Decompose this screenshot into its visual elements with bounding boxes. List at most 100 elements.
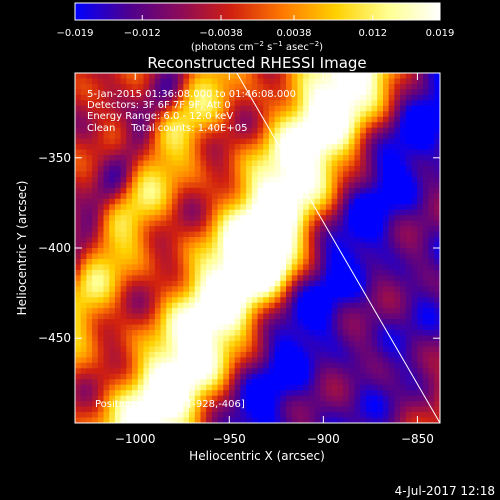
heat-cell xyxy=(246,297,253,304)
heat-cell xyxy=(308,138,315,145)
heat-cell xyxy=(291,138,298,145)
heat-cell xyxy=(434,242,440,249)
heat-cell xyxy=(291,335,298,342)
heat-cell xyxy=(382,280,390,287)
heat-cell xyxy=(422,198,429,205)
heat-cell xyxy=(354,401,361,407)
heat-cell xyxy=(314,280,321,287)
heat-cell xyxy=(211,330,218,336)
heat-cell xyxy=(360,226,367,232)
heat-cell xyxy=(86,100,93,107)
heat-cell xyxy=(286,171,293,178)
heat-cell xyxy=(194,78,201,85)
heat-cell xyxy=(308,269,315,276)
heat-cell xyxy=(343,302,350,309)
heat-cell xyxy=(348,116,355,123)
heat-cell xyxy=(211,297,218,304)
heat-cell xyxy=(297,176,304,183)
heat-cell xyxy=(103,100,110,107)
heat-cell xyxy=(411,324,418,331)
heat-cell xyxy=(325,362,333,369)
heat-cell xyxy=(303,335,310,342)
heat-cell xyxy=(303,133,310,140)
heat-cell xyxy=(80,248,87,254)
heat-cell xyxy=(217,220,224,227)
heat-cell xyxy=(314,220,321,227)
heat-cell xyxy=(86,302,93,309)
heat-cell xyxy=(325,395,333,402)
heat-cell xyxy=(291,209,298,216)
heat-cell xyxy=(189,160,196,167)
heat-cell xyxy=(206,220,213,227)
heat-cell xyxy=(291,395,298,402)
heat-cell xyxy=(268,100,276,107)
heat-cell xyxy=(325,204,333,211)
heat-cell xyxy=(166,373,173,380)
heat-cell xyxy=(126,302,133,309)
heat-cell xyxy=(234,127,241,134)
heat-cell xyxy=(80,237,87,243)
heat-cell xyxy=(314,122,321,129)
heat-cell xyxy=(92,89,99,96)
heat-cell xyxy=(274,138,281,145)
heat-cell xyxy=(251,122,258,129)
heat-cell xyxy=(120,83,127,90)
heat-cell xyxy=(354,395,361,402)
heat-cell xyxy=(320,220,327,227)
heat-cell xyxy=(348,209,355,216)
heat-cell xyxy=(126,89,133,96)
heat-cell xyxy=(166,237,173,243)
heat-cell xyxy=(166,319,173,325)
heat-cell xyxy=(303,253,310,260)
heat-cell xyxy=(405,78,412,85)
heat-cell xyxy=(183,401,190,407)
heat-cell xyxy=(137,362,144,369)
heat-cell xyxy=(365,390,372,397)
heat-cell xyxy=(377,346,384,353)
heat-cell xyxy=(274,313,281,320)
heat-cell xyxy=(149,165,156,172)
heat-cell xyxy=(434,182,440,189)
heat-cell xyxy=(274,417,281,423)
heat-cell xyxy=(308,242,315,249)
heat-cell xyxy=(303,155,310,161)
heat-cell xyxy=(286,302,293,309)
heat-cell xyxy=(137,335,144,342)
heat-cell xyxy=(268,308,276,315)
heat-cell xyxy=(171,204,179,211)
heat-cell xyxy=(422,127,429,134)
heat-cell xyxy=(92,94,99,101)
heat-cell xyxy=(177,149,184,156)
annotation-detectors: Detectors: 3F 6F 7F 9F, Att 0 xyxy=(87,100,231,111)
heat-cell xyxy=(120,231,127,238)
heat-cell xyxy=(120,330,127,336)
heat-cell xyxy=(97,280,104,287)
heat-cell xyxy=(417,160,424,167)
heat-cell xyxy=(223,149,230,156)
heat-cell xyxy=(354,351,361,358)
heat-cell xyxy=(246,78,253,85)
heat-cell xyxy=(217,100,224,107)
heat-cell xyxy=(200,133,207,140)
heat-cell xyxy=(263,226,270,232)
heat-cell xyxy=(394,209,401,216)
heat-cell xyxy=(109,313,116,320)
heat-cell xyxy=(92,406,99,413)
heat-cell xyxy=(234,155,241,161)
heat-cell xyxy=(400,89,407,96)
heat-cell xyxy=(411,417,418,423)
heat-cell xyxy=(325,384,333,391)
heat-cell xyxy=(206,209,213,216)
heat-cell xyxy=(268,406,276,413)
heat-cell xyxy=(274,340,281,347)
heat-cell xyxy=(103,83,110,90)
heat-cell xyxy=(422,417,429,423)
heat-cell xyxy=(320,138,327,145)
heat-cell xyxy=(154,242,161,249)
heat-cell xyxy=(257,73,264,79)
heat-cell xyxy=(86,406,93,413)
heat-cell xyxy=(86,231,93,238)
heat-cell xyxy=(371,248,378,254)
heat-cell xyxy=(303,111,310,118)
heat-cell xyxy=(377,116,384,123)
